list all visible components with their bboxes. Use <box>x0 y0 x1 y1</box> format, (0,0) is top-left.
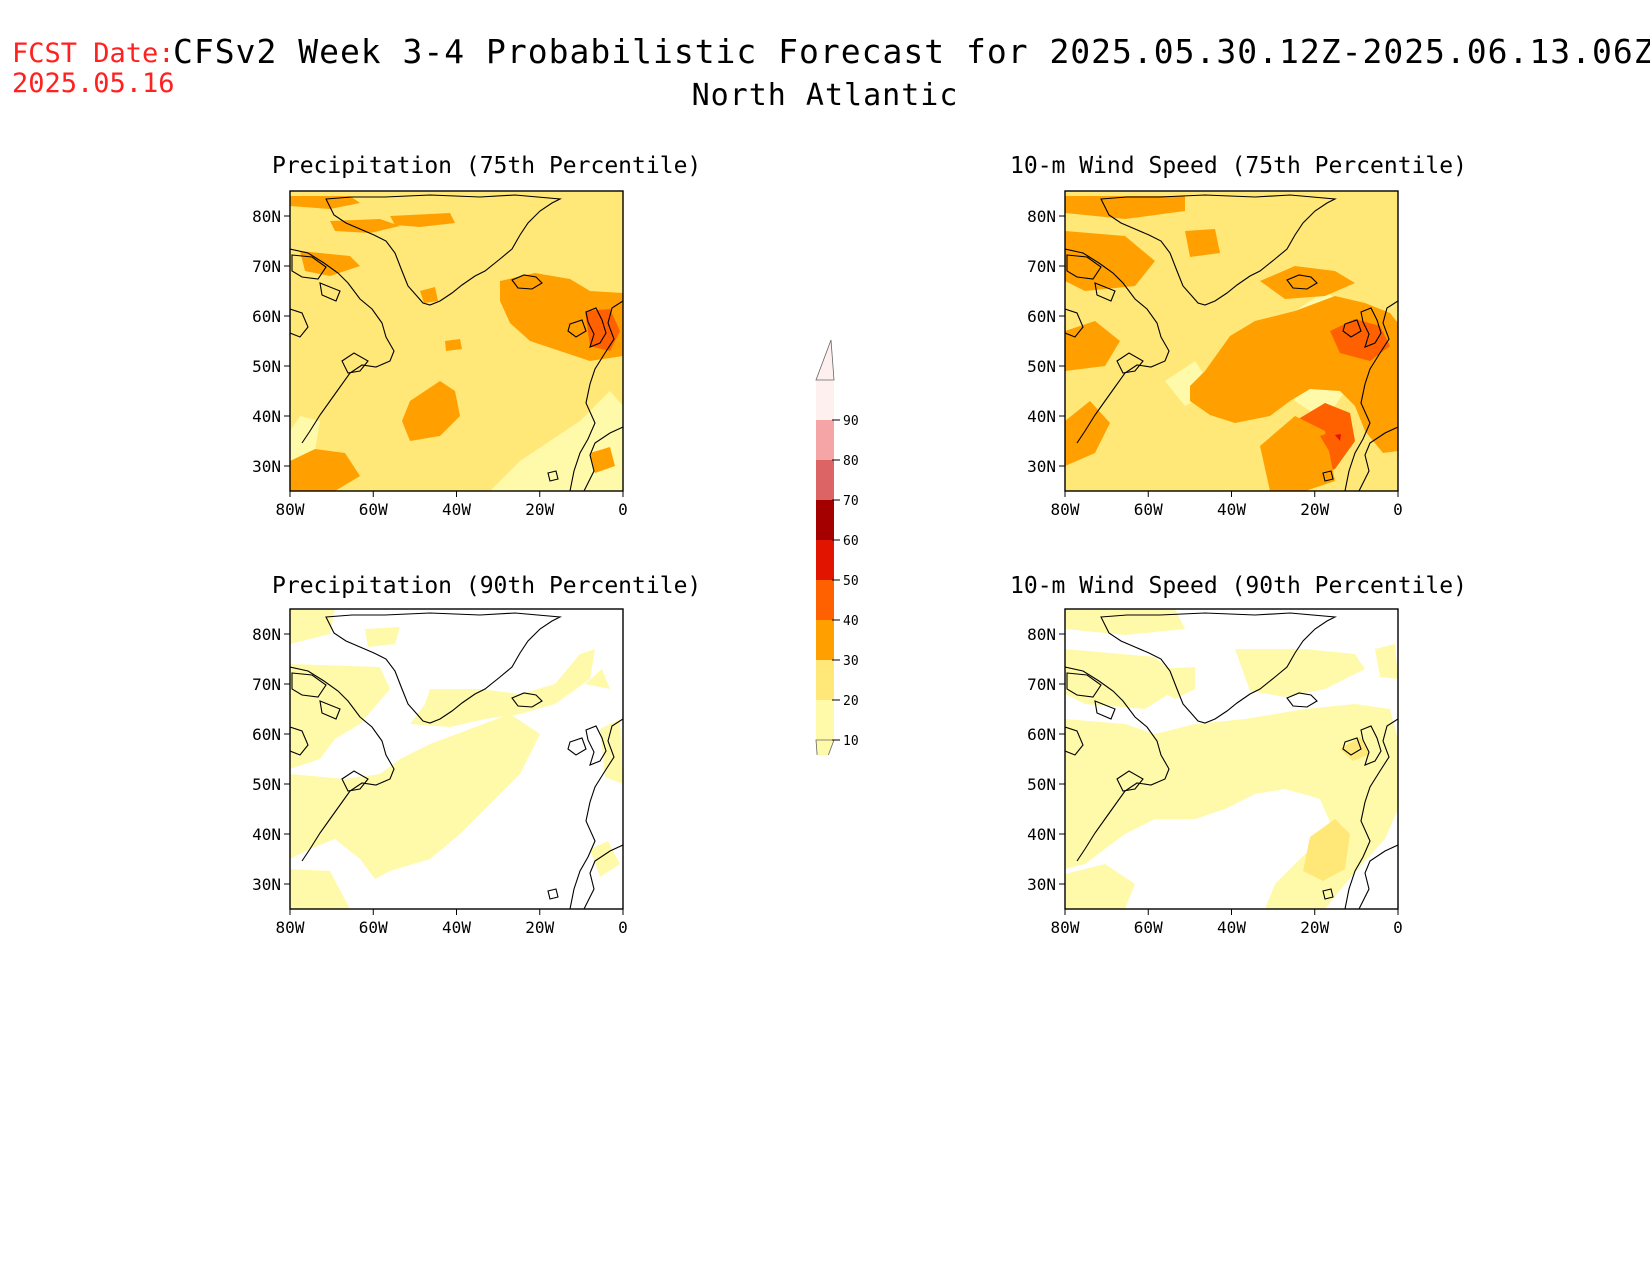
lon-tick-label: 20W <box>1300 500 1329 519</box>
lon-tick-label: 40W <box>1217 918 1246 937</box>
lon-tick-label: 80W <box>276 500 305 519</box>
map-panel-wind-90: 80N 70N 60N 50N 40N 30N 80W 60W 40W 20W 0 <box>1000 603 1420 943</box>
lon-tick-label: 0 <box>618 918 628 937</box>
lon-tick-label: 80W <box>276 918 305 937</box>
lat-tick-label: 50N <box>252 357 281 376</box>
colorbar-swatch <box>816 620 834 660</box>
lon-tick-label: 0 <box>1393 500 1403 519</box>
lat-tick-label: 30N <box>252 457 281 476</box>
colorbar-swatch <box>816 500 834 540</box>
colorbar-label: 20 <box>843 694 859 709</box>
lat-tick-label: 40N <box>1027 407 1056 426</box>
lon-tick-label: 20W <box>525 500 554 519</box>
lat-tick-label: 60N <box>1027 725 1056 744</box>
colorbar-label: 70 <box>843 494 859 509</box>
lat-tick-label: 50N <box>252 775 281 794</box>
colorbar-label: 90 <box>843 414 859 429</box>
lon-tick-label: 40W <box>442 918 471 937</box>
lat-tick-label: 50N <box>1027 775 1056 794</box>
colorbar-swatch <box>816 460 834 500</box>
colorbar-legend: 10 20 30 40 50 60 70 80 90 <box>808 335 878 781</box>
lat-tick-label: 60N <box>252 725 281 744</box>
colorbar-label: 30 <box>843 654 859 669</box>
colorbar-swatch <box>816 660 834 700</box>
main-title: CFSv2 Week 3-4 Probabilistic Forecast fo… <box>173 32 1650 71</box>
lat-tick-label: 40N <box>252 407 281 426</box>
lat-tick-label: 50N <box>1027 357 1056 376</box>
lon-tick-label: 0 <box>618 500 628 519</box>
lat-tick-label: 30N <box>1027 457 1056 476</box>
panel-title-wind-75: 10-m Wind Speed (75th Percentile) <box>1010 153 1467 179</box>
colorbar-label: 80 <box>843 454 859 469</box>
lat-tick-label: 60N <box>1027 307 1056 326</box>
colorbar-swatch <box>816 540 834 580</box>
lon-tick-label: 60W <box>359 918 388 937</box>
lon-tick-label: 0 <box>1393 918 1403 937</box>
colorbar-label: 10 <box>843 734 859 749</box>
fcst-date-label: FCST Date: <box>12 38 175 69</box>
panel-title-precip-90: Precipitation (90th Percentile) <box>272 573 702 599</box>
map-panel-wind-75: 80N 70N 60N 50N 40N 30N 80W 60W 40W 20W 0 <box>1000 185 1420 525</box>
region-title: North Atlantic <box>691 78 959 113</box>
lat-tick-label: 40N <box>252 825 281 844</box>
colorbar-label: 40 <box>843 614 859 629</box>
map-panel-precip-90: 80N 70N 60N 50N 40N 30N 80W 60W 40W 20W 0 <box>225 603 645 943</box>
lat-tick-label: 70N <box>1027 257 1056 276</box>
lat-tick-label: 80N <box>1027 625 1056 644</box>
colorbar-swatch <box>816 580 834 620</box>
lon-tick-label: 20W <box>525 918 554 937</box>
lat-tick-label: 80N <box>1027 207 1056 226</box>
lat-tick-label: 30N <box>1027 875 1056 894</box>
map-panel-precip-75: 80N 70N 60N 50N 40N 30N 80W 60W 40W 20W 0 <box>225 185 645 525</box>
colorbar-swatch <box>816 380 834 420</box>
lat-tick-label: 30N <box>252 875 281 894</box>
lon-tick-label: 60W <box>1134 500 1163 519</box>
lat-tick-label: 70N <box>252 257 281 276</box>
colorbar-label: 60 <box>843 534 859 549</box>
lon-tick-label: 40W <box>442 500 471 519</box>
lat-tick-label: 80N <box>252 625 281 644</box>
lat-tick-label: 70N <box>252 675 281 694</box>
lon-tick-label: 40W <box>1217 500 1246 519</box>
lat-tick-label: 60N <box>252 307 281 326</box>
lat-tick-label: 70N <box>1027 675 1056 694</box>
panel-title-wind-90: 10-m Wind Speed (90th Percentile) <box>1010 573 1467 599</box>
lat-tick-label: 40N <box>1027 825 1056 844</box>
colorbar-swatch <box>816 700 834 740</box>
lat-tick-label: 80N <box>252 207 281 226</box>
panel-title-precip-75: Precipitation (75th Percentile) <box>272 153 702 179</box>
colorbar-label: 50 <box>843 574 859 589</box>
lon-tick-label: 80W <box>1051 918 1080 937</box>
fcst-date-value: 2025.05.16 <box>12 68 175 99</box>
lon-tick-label: 60W <box>1134 918 1163 937</box>
lon-tick-label: 20W <box>1300 918 1329 937</box>
lon-tick-label: 80W <box>1051 500 1080 519</box>
colorbar-swatch <box>816 420 834 460</box>
lon-tick-label: 60W <box>359 500 388 519</box>
